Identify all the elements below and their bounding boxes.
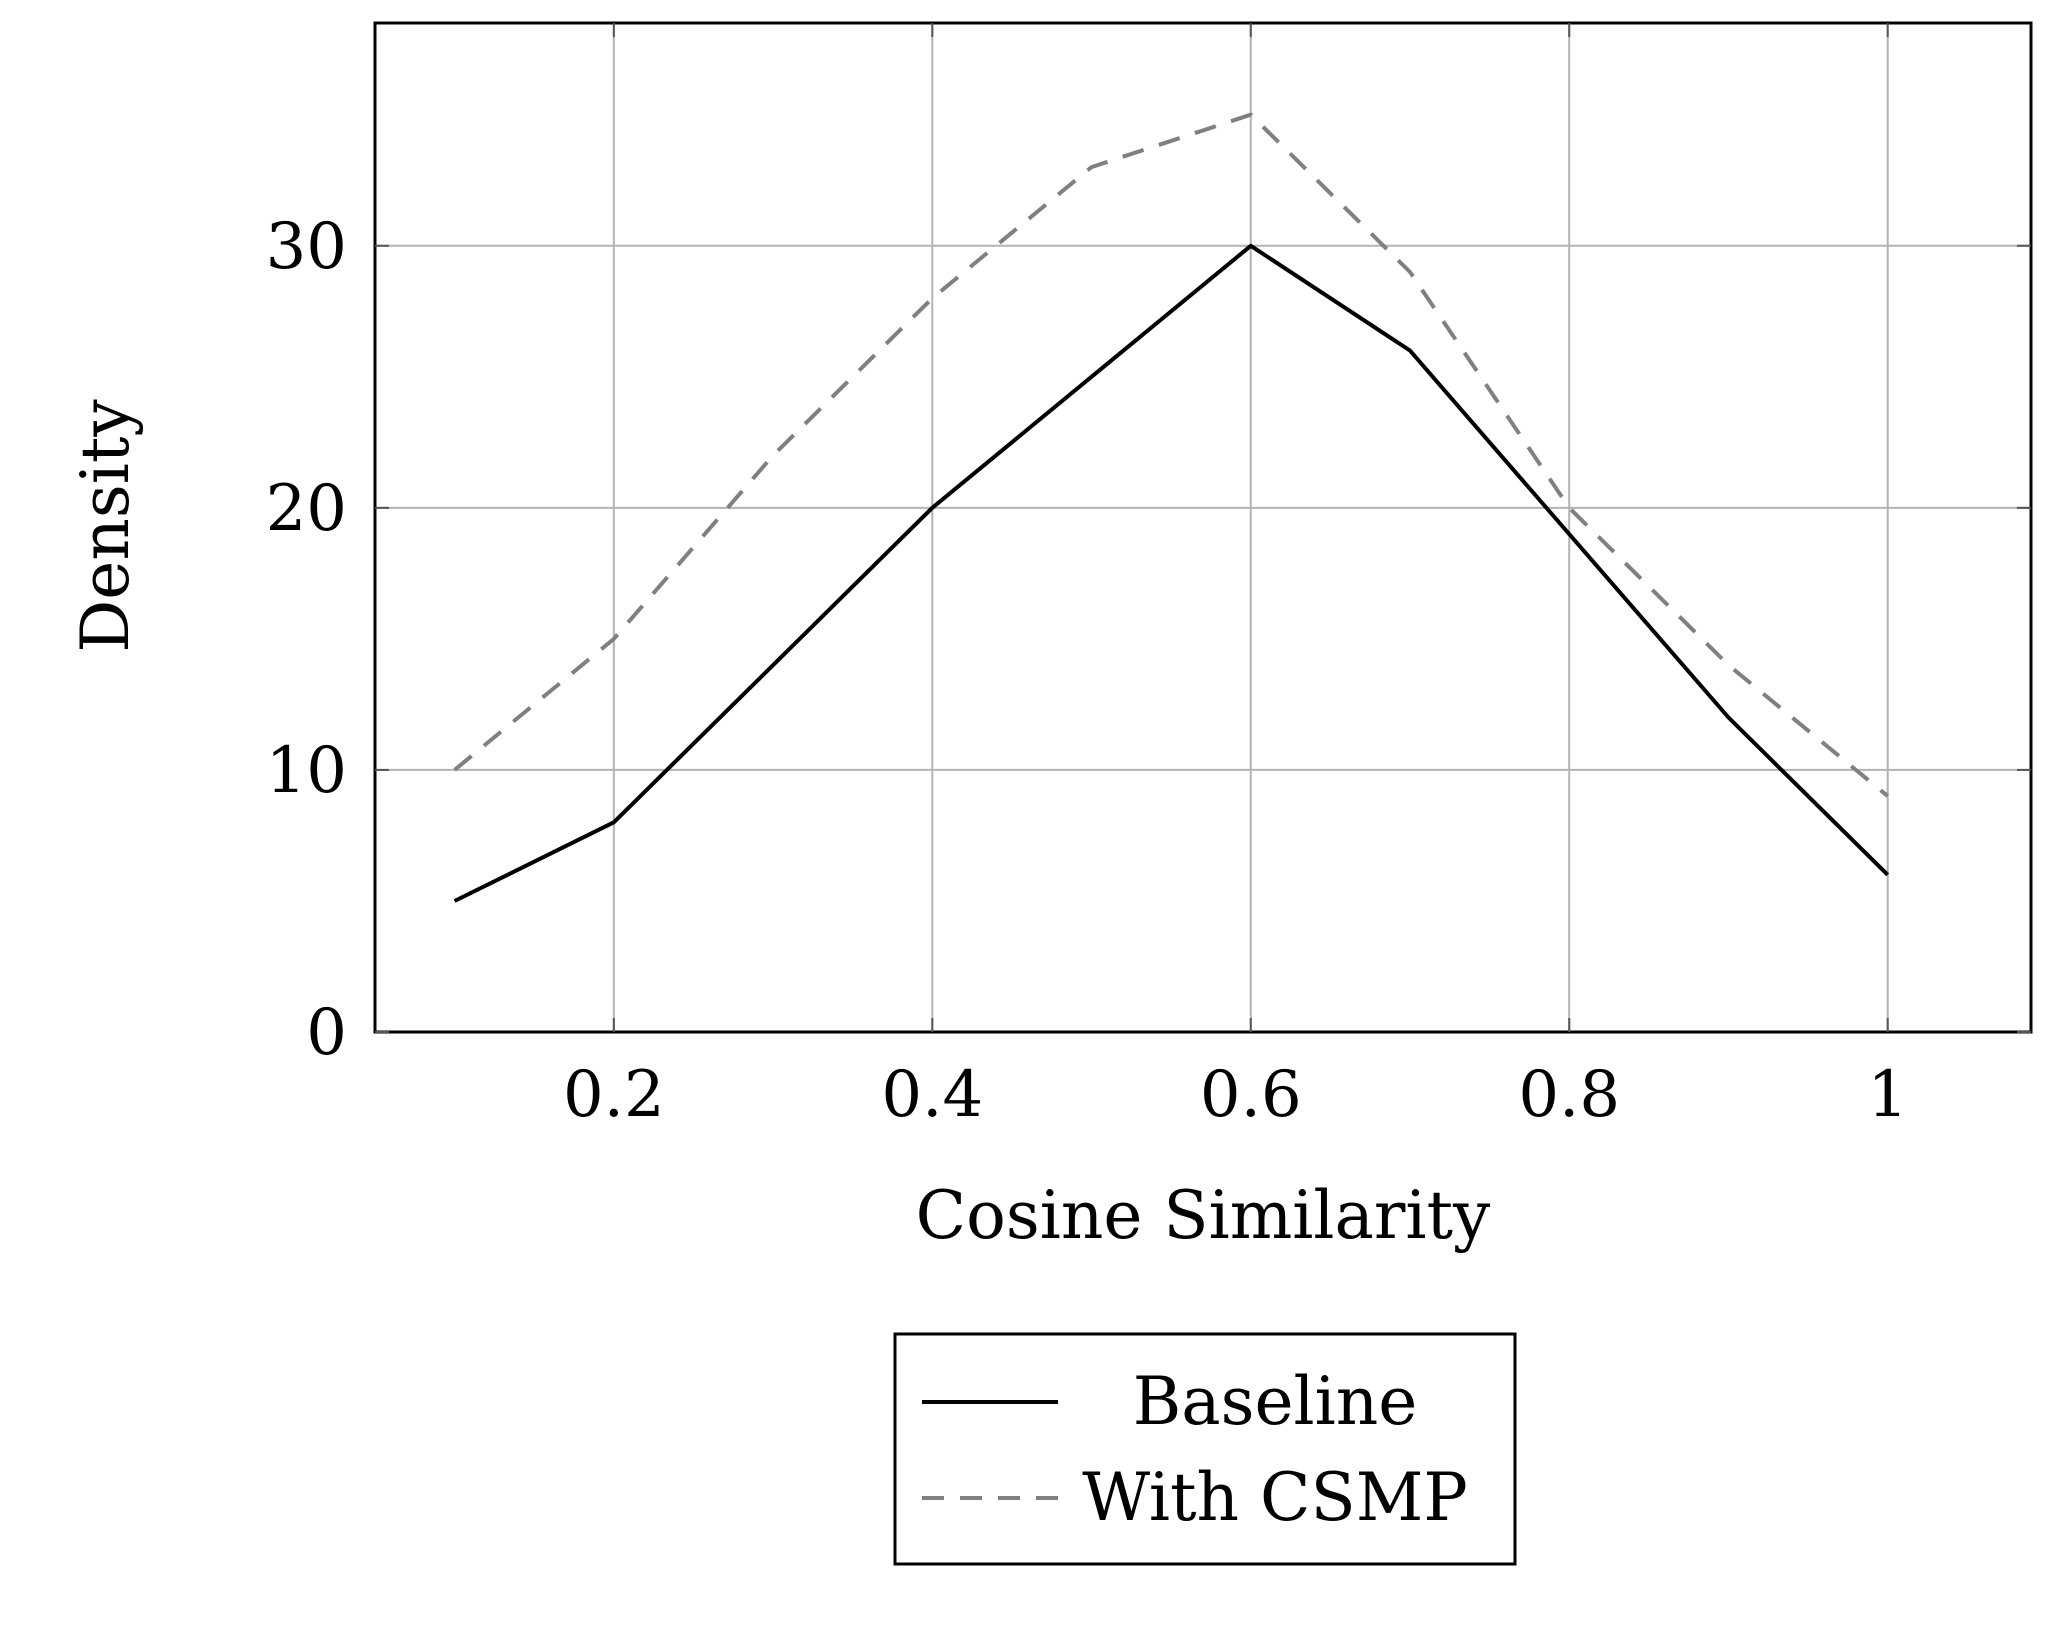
legend-label-1: With CSMP xyxy=(1082,1459,1468,1536)
y-tick-label-0: 0 xyxy=(306,996,347,1070)
y-tick-label-3: 30 xyxy=(266,210,347,284)
x-tick-label-2: 0.6 xyxy=(1200,1058,1302,1132)
plot-frame xyxy=(373,21,2033,1034)
x-tick-label-4: 1 xyxy=(1867,1058,1908,1132)
legend-label-0: Baseline xyxy=(1133,1363,1418,1440)
grid-lines xyxy=(375,23,2031,1033)
series-line-baseline xyxy=(453,243,1890,903)
x-tick-label-3: 0.8 xyxy=(1518,1058,1620,1132)
y-axis-title: Density xyxy=(67,399,144,653)
legend-box xyxy=(893,1332,1517,1566)
x-tick-label-1: 0.4 xyxy=(881,1058,983,1132)
x-tick-label-0: 0.2 xyxy=(563,1058,665,1132)
x-axis-title: Cosine Similarity xyxy=(916,1177,1491,1254)
y-tick-label-1: 10 xyxy=(266,734,347,808)
series-lines xyxy=(453,112,1890,903)
y-tick-label-2: 20 xyxy=(266,472,347,546)
series-line-with-csmp xyxy=(453,112,1889,798)
legend: Baseline With CSMP xyxy=(893,1332,1517,1566)
